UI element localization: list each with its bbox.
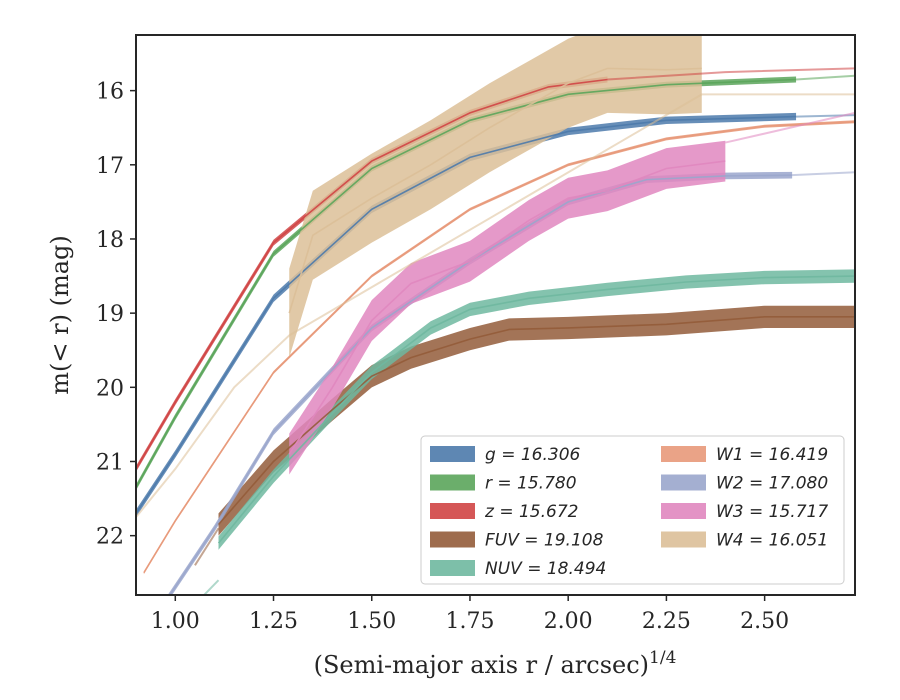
x-tick-label: 1.75 xyxy=(445,609,494,634)
y-tick-label: 17 xyxy=(96,154,124,179)
y-tick-label: 16 xyxy=(96,80,124,105)
legend-label-w1: W1 = 16.419 xyxy=(716,445,828,465)
model-line-w4 xyxy=(136,93,855,518)
x-tick-label: 2.00 xyxy=(544,609,593,634)
model-line-w3 xyxy=(725,111,855,144)
legend-swatch-w1 xyxy=(661,446,706,462)
legend-label-w4: W4 = 16.051 xyxy=(716,531,828,551)
model-line-z xyxy=(607,67,855,81)
x-tick-label: 2.50 xyxy=(740,609,789,634)
legend-swatch-w3 xyxy=(661,503,706,519)
y-tick-label: 20 xyxy=(96,376,124,401)
legend-box xyxy=(420,435,845,585)
legend-label-g: g = 16.306 xyxy=(485,445,581,465)
band-w3 xyxy=(289,140,726,475)
legend-label-z: z = 15.672 xyxy=(484,502,578,522)
x-axis-label: (Semi-major axis r / arcsec)1/4 xyxy=(314,648,677,679)
x-tick-label: 2.25 xyxy=(642,609,691,634)
profile-line-w3 xyxy=(288,160,726,455)
model-line-r xyxy=(796,74,855,81)
model-line-fuv xyxy=(194,527,220,566)
x-tick-label: 1.00 xyxy=(151,609,200,634)
y-tick-label: 18 xyxy=(96,228,124,253)
legend-swatch-w2 xyxy=(661,474,706,491)
band-w4 xyxy=(289,35,702,358)
y-tick-label: 19 xyxy=(96,302,124,327)
legend-swatch-fuv xyxy=(430,531,475,548)
y-axis-label: m(< r) (mag) xyxy=(46,235,74,394)
legend-label-r: r = 15.780 xyxy=(485,474,577,494)
legend-label-fuv: FUV = 19.108 xyxy=(485,531,604,551)
model-line-w2 xyxy=(792,171,855,177)
series-bands xyxy=(136,35,855,595)
x-tick-label: 1.50 xyxy=(347,609,396,634)
profile-line-r xyxy=(136,78,797,488)
x-tick-label: 1.25 xyxy=(249,609,298,634)
series-lines xyxy=(136,67,855,595)
profile-line-nuv xyxy=(217,275,855,544)
legend-label-w3: W3 = 15.717 xyxy=(716,502,828,522)
model-line-nuv xyxy=(202,579,220,595)
y-tick-label: 22 xyxy=(96,525,124,550)
profile-line-w4 xyxy=(288,67,702,314)
plot-frame xyxy=(135,34,856,596)
legend-label-w2: W2 = 17.080 xyxy=(716,474,828,494)
legend-swatch-r xyxy=(430,474,475,491)
legend-label-nuv: NUV = 18.494 xyxy=(485,559,606,579)
legend-swatch-w4 xyxy=(661,531,706,548)
profile-line-z xyxy=(136,78,608,470)
legend-swatch-g xyxy=(430,446,475,462)
y-tick-label: 21 xyxy=(96,450,124,475)
legend-swatch-z xyxy=(430,503,475,519)
profile-line-g xyxy=(136,115,797,514)
axis-ticks: 1.00 1.25 1.50 1.75 2.00 2.25 2.50 16 17 18 19 20 21… xyxy=(96,80,789,634)
legend-swatch-nuv xyxy=(430,560,475,576)
profile-line-fuv xyxy=(217,316,855,526)
profile-line-w1 xyxy=(143,120,855,574)
legend: g = 16.306 r = 15.780 z = 15.672 FUV = 19.1… xyxy=(420,435,845,585)
